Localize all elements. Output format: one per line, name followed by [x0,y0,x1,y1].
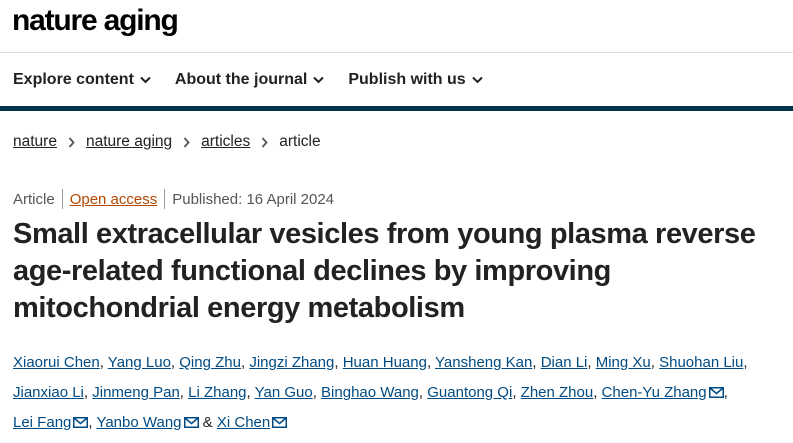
article-meta: Article Open access Published: 16 April … [13,189,334,209]
mail-icon[interactable] [183,417,199,428]
author-link[interactable]: Yan Guo [254,384,313,401]
nav-explore-content-label: Explore content [13,71,134,88]
chevron-down-icon [313,76,325,84]
author-link[interactable]: Li Zhang [188,384,247,401]
author-link[interactable]: Zhen Zhou [520,384,594,401]
open-access-link[interactable]: Open access [69,190,158,208]
article-title: Small extracellular vesicles from young … [13,218,756,324]
author-link[interactable]: Shuohan Liu [659,354,744,371]
published-date: Published: 16 April 2024 [172,190,335,208]
nav-bottom-bar [0,106,793,111]
author-link[interactable]: Jianxiao Li [13,384,84,401]
breadcrumb-articles[interactable]: articles [201,133,251,150]
author-link[interactable]: Xiaorui Chen [13,354,100,371]
header-divider [0,52,793,53]
author-link[interactable]: Binghao Wang [321,384,419,401]
chevron-right-icon [68,136,75,148]
nav-publish-with-us-label: Publish with us [348,71,466,88]
breadcrumb-nature[interactable]: nature [13,133,57,150]
author-link[interactable]: Yang Luo [107,354,171,371]
breadcrumb-nature-aging[interactable]: nature aging [85,133,173,150]
mail-icon[interactable] [708,387,724,398]
nav-publish-with-us[interactable]: Publish with us [348,71,483,89]
author-link[interactable]: Qing Zhu [179,354,241,371]
author-link[interactable]: Huan Huang [342,354,427,371]
author-link[interactable]: Yanbo Wang [96,414,182,431]
author-link[interactable]: Yansheng Kan [435,354,533,371]
site-logo[interactable]: nature aging [12,4,179,37]
author-link[interactable]: Chen-Yu Zhang [601,384,707,401]
mail-icon[interactable] [272,417,288,428]
author-link[interactable]: Guantong Qi [427,384,513,401]
nav-about-journal[interactable]: About the journal [174,71,325,89]
mail-icon[interactable] [73,417,89,428]
author-list: Xiaorui Chen, Yang Luo, Qing Zhu, Jingzi… [13,354,748,431]
author-link[interactable]: Lei Fang [13,414,72,431]
meta-divider [164,189,166,209]
nav-explore-content[interactable]: Explore content [13,71,151,89]
author-link[interactable]: Ming Xu [595,354,651,371]
chevron-right-icon [262,136,268,148]
breadcrumb-current: article [279,133,321,150]
author-link[interactable]: Dian Li [540,354,588,371]
main-nav: Explore content About the journal Publis… [0,54,793,106]
author-link[interactable]: Xi Chen [216,414,271,431]
nav-about-journal-label: About the journal [174,71,308,88]
chevron-down-icon [140,76,151,84]
article-type: Article [13,190,55,208]
author-link[interactable]: Jinmeng Pan [92,384,180,401]
chevron-down-icon [471,76,483,84]
meta-divider [61,189,63,209]
author-link[interactable]: Jingzi Zhang [249,354,335,371]
chevron-right-icon [183,136,190,148]
breadcrumb: nature nature aging articles article [13,133,321,151]
